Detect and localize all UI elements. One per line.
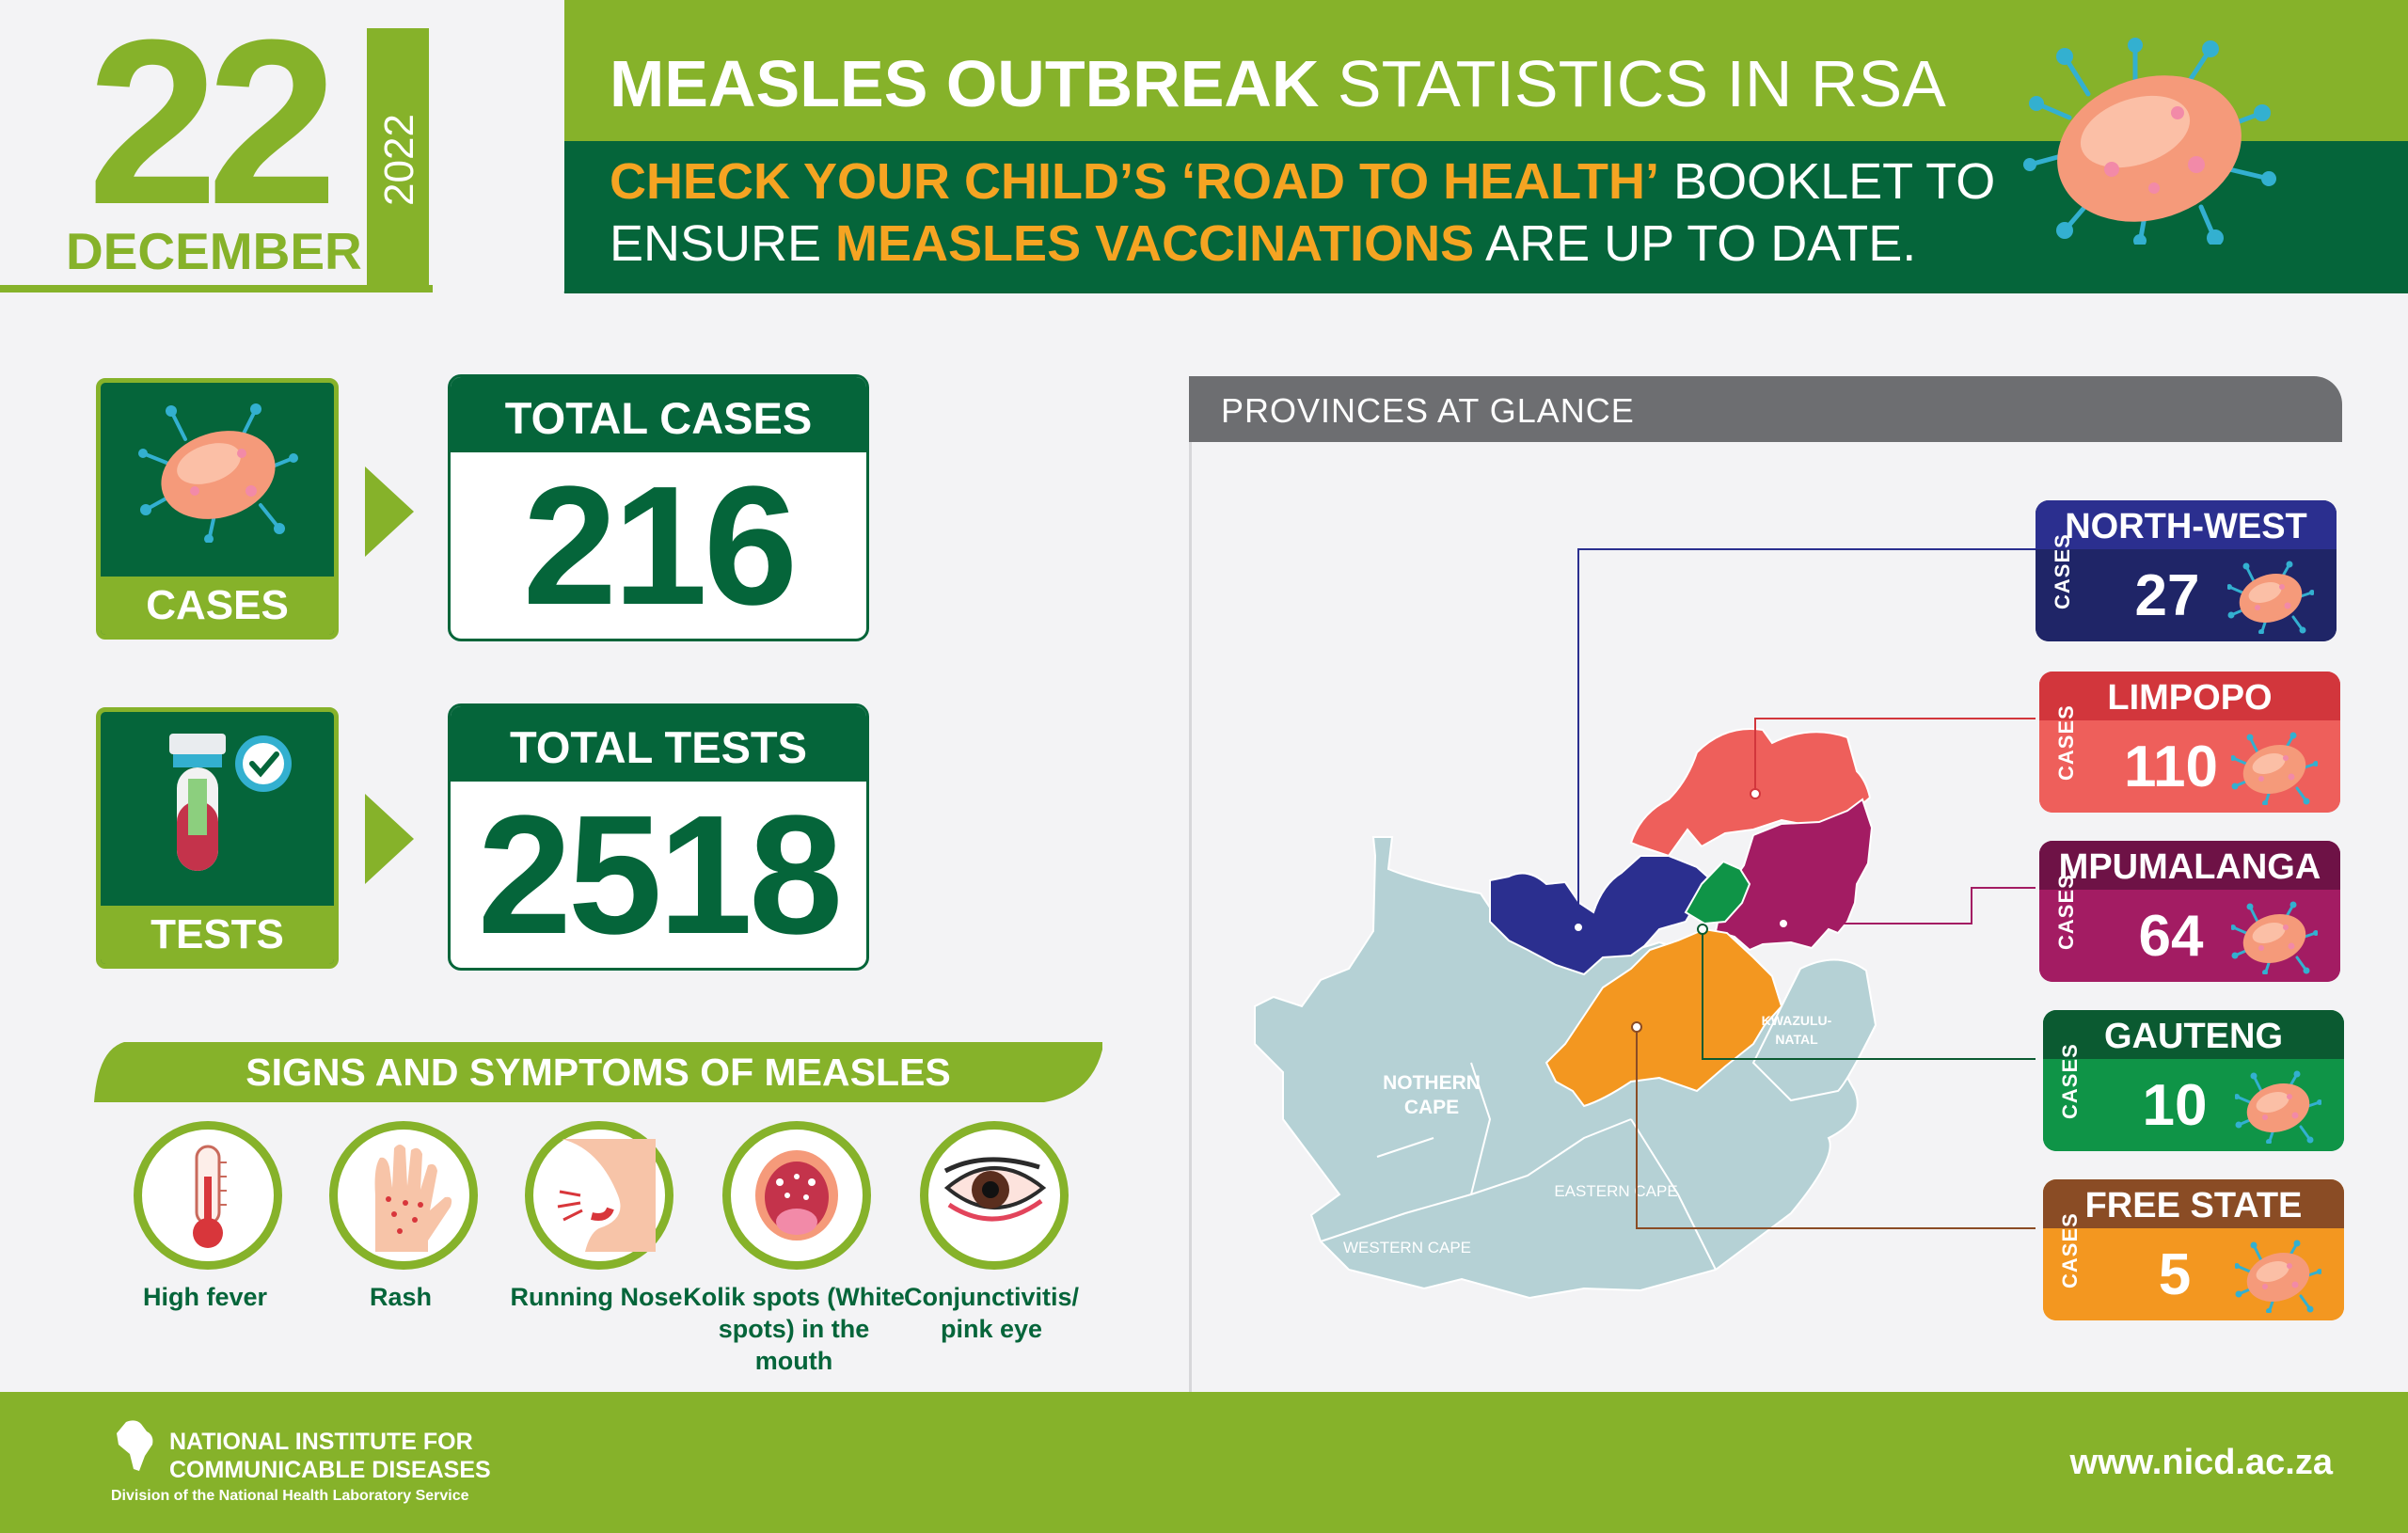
arrow-right-icon [365,794,414,884]
virus-icon [2226,559,2315,636]
message-text-2: ENSURE [610,215,836,272]
province-card: GAUTENG CASES 10 [2043,1010,2344,1151]
virus-icon [2230,899,2319,976]
region-label-eastern-cape: EASTERN CAPE [1554,1182,1677,1200]
nose-icon [525,1121,673,1270]
symptom-label: Rash [369,1283,433,1311]
year-bar [367,28,429,292]
header: 22 DECEMBER 2022 MEASLES OUTBREAK STATIS… [0,0,2408,297]
province-cases-label: CASES [2058,1212,2082,1288]
province-cases-value: 10 [2142,1073,2208,1138]
province-free-state [1545,927,1783,1108]
province-cases-value: 110 [2123,735,2219,799]
province-gauteng [1684,860,1751,925]
province-name: LIMPOPO [2039,672,2340,720]
total-tests-title: TOTAL TESTS [451,706,866,782]
map-panel-title: PROVINCES AT GLANCE [1221,391,1635,430]
province-card: FREE STATE CASES 5 [2043,1179,2344,1320]
province-name: MPUMALANGA [2039,841,2340,890]
province-name: GAUTENG [2043,1010,2344,1059]
virus-icon [2023,38,2276,245]
province-cases-value: 5 [2158,1242,2192,1307]
message-highlight-2: MEASLES VACCINATIONS [835,215,1475,272]
region-label-northern-cape-2: CAPE [1404,1097,1459,1118]
region-label-western-cape: WESTERN CAPE [1343,1239,1471,1256]
cases-icon-label: CASES [101,577,334,635]
panel-divider [1189,442,1192,1392]
leader-line-gauteng [1702,929,2036,1060]
province-cases-label: CASES [2058,1043,2082,1119]
tests-icon-card: TESTS [96,707,339,969]
mouth-icon [722,1121,871,1270]
nicd-logo [117,1420,153,1471]
leader-line-north-west [1577,548,2036,927]
province-name: FREE STATE [2043,1179,2344,1228]
symptom-item: Kolik spots (White spots) in the mouth [683,1121,905,1375]
date-day: 22 [87,0,338,253]
virus-icon [2234,1068,2322,1146]
virus-icon [138,403,298,543]
region-label-northern-cape-1: NOTHERN [1383,1072,1481,1094]
footer-org-line2: COMMUNICABLE DISEASES [169,1457,491,1483]
symptoms-banner [94,1042,1102,1102]
map-panel-header: PROVINCES AT GLANCE [1189,376,2342,442]
symptoms-title: SIGNS AND SYMPTOMS OF MEASLES [246,1051,951,1094]
symptom-item: High fever [111,1121,299,1366]
leader-line-limpopo [1754,718,2036,794]
total-tests-card: TOTAL TESTS 2518 [448,703,869,971]
symptom-item: Running Nose [502,1121,690,1366]
cases-icon-card: CASES [96,378,339,640]
symptom-label: Running Nose [510,1283,683,1311]
title-banner [513,0,2408,293]
leader-line-mpumalanga [1783,887,2036,925]
date-year: 2022 [376,114,422,206]
province-card: NORTH-WEST CASES 27 [2036,500,2337,641]
rash-hand-icon [329,1121,478,1270]
south-africa-map: NOTHERN CAPE WESTERN CAPE EASTERN CAPE K… [1254,548,2036,1300]
total-cases-title: TOTAL CASES [451,377,866,452]
symptom-item: Rash [307,1121,495,1366]
page-title: MEASLES OUTBREAK STATISTICS IN RSA [610,41,2020,126]
province-card: LIMPOPO CASES 110 [2039,672,2340,813]
symptom-label: Conjunctivitis/ pink eye [903,1283,1079,1343]
title-bold: MEASLES OUTBREAK [610,47,1320,120]
province-cases-label: CASES [2054,874,2078,950]
province-cases-label: CASES [2051,533,2074,609]
province-card: MPUMALANGA CASES 64 [2039,841,2340,982]
province-name: NORTH-WEST [2036,500,2337,549]
region-label-kwazulu-2: NATAL [1775,1032,1818,1047]
arrow-right-icon [365,466,414,557]
date-block [0,0,564,292]
date-month: DECEMBER [66,222,362,280]
footer-website-link[interactable]: www.nicd.ac.za [2069,1443,2333,1482]
eye-icon [920,1121,1069,1270]
vaccination-message: CHECK YOUR CHILD’S ‘ROAD TO HEALTH’ BOOK… [610,150,2020,292]
tests-icon-label: TESTS [101,906,334,964]
province-cases-value: 27 [2134,563,2200,628]
total-cases-value: 216 [522,451,798,640]
leader-line-free-state [1636,1027,2036,1229]
province-cases-value: 64 [2138,904,2204,969]
symptom-label: Kolik spots (White spots) in the mouth [683,1283,905,1375]
footer-org-line3: Division of the National Health Laborato… [111,1488,469,1504]
message-highlight-1: CHECK YOUR CHILD’S ‘ROAD TO HEALTH’ [610,153,1660,210]
total-cases-card: TOTAL CASES 216 [448,374,869,641]
total-tests-value: 2518 [477,781,843,970]
region-label-kwazulu-1: KWAZULU- [1762,1013,1832,1028]
footer [0,1392,2408,1533]
virus-icon [2234,1238,2322,1315]
province-north-west [1489,855,1718,976]
virus-icon [2230,730,2319,807]
province-cases-label: CASES [2054,704,2078,781]
message-text-1: BOOKLET TO [1659,153,1996,210]
date-underline [0,285,433,292]
title-rest: STATISTICS IN RSA [1319,47,1946,120]
thermometer-icon [134,1121,282,1270]
message-text-3: ARE UP TO DATE. [1474,215,1917,272]
footer-org-line1: NATIONAL INSTITUTE FOR [169,1429,473,1455]
symptom-item: Conjunctivitis/ pink eye [897,1121,1085,1366]
test-tube-icon [169,734,292,871]
symptom-label: High fever [142,1283,268,1311]
